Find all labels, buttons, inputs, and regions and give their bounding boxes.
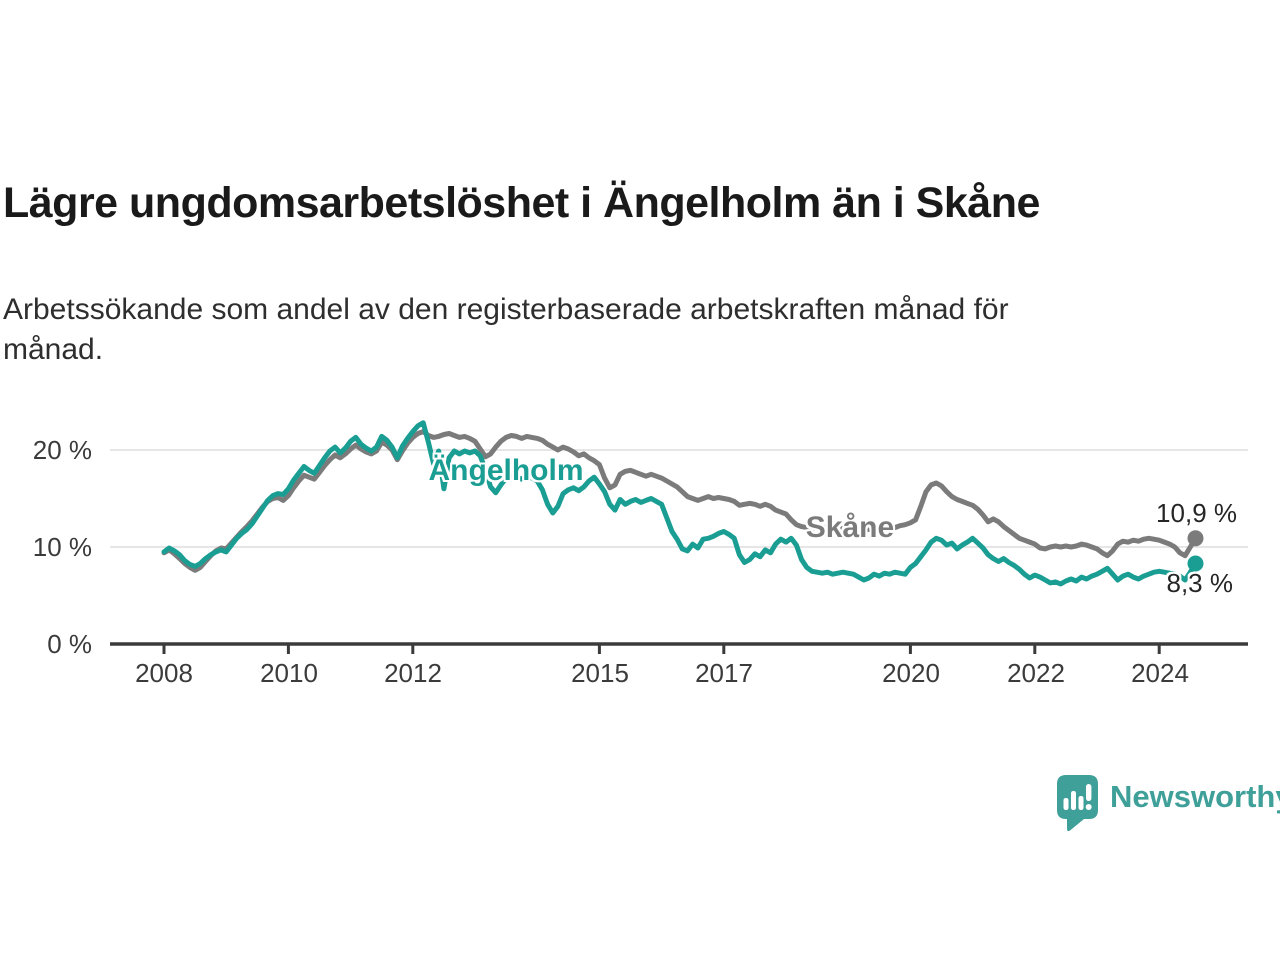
newsworthy-logo-icon bbox=[1057, 775, 1098, 832]
series-label-skane: Skåne bbox=[805, 511, 895, 544]
newsworthy-logo-text: Newsworthy bbox=[1110, 779, 1280, 814]
x-tick-label-2017: 2017 bbox=[695, 658, 753, 688]
end-value-angelholm: 8,3 % bbox=[1166, 568, 1234, 598]
x-tick-label-2024: 2024 bbox=[1131, 658, 1189, 688]
end-dot-skåne bbox=[1187, 530, 1204, 547]
line-skåne bbox=[161, 429, 1198, 573]
chart-subtitle: Arbetssökande som andel av den registerb… bbox=[3, 290, 1203, 370]
chart-subtitle-line1: Arbetssökande som andel av den registerb… bbox=[3, 293, 1009, 326]
y-tick-label-20: 20 % bbox=[32, 435, 92, 465]
x-tick-label-2015: 2015 bbox=[571, 658, 629, 688]
x-tick-label-2020: 2020 bbox=[882, 658, 940, 688]
y-tick-label-0: 0 % bbox=[47, 629, 92, 659]
line-ängelholm bbox=[161, 420, 1198, 587]
end-value-skane: 10,9 % bbox=[1156, 498, 1237, 528]
chart-title: Lägre ungdomsarbetslöshet i Ängelholm än… bbox=[3, 178, 1040, 227]
x-tick-label-2008: 2008 bbox=[135, 658, 193, 688]
x-tick-label-2010: 2010 bbox=[260, 658, 318, 688]
series-label-angelholm: Ängelholm bbox=[428, 454, 584, 487]
x-tick-label-2012: 2012 bbox=[384, 658, 442, 688]
newsworthy-logo: Newsworthy bbox=[1056, 774, 1280, 832]
y-tick-label-10: 10 % bbox=[32, 532, 92, 562]
end-dot-ängelholm bbox=[1187, 555, 1204, 572]
x-tick-label-2022: 2022 bbox=[1007, 658, 1065, 688]
chart-subtitle-line2: månad. bbox=[3, 333, 104, 366]
